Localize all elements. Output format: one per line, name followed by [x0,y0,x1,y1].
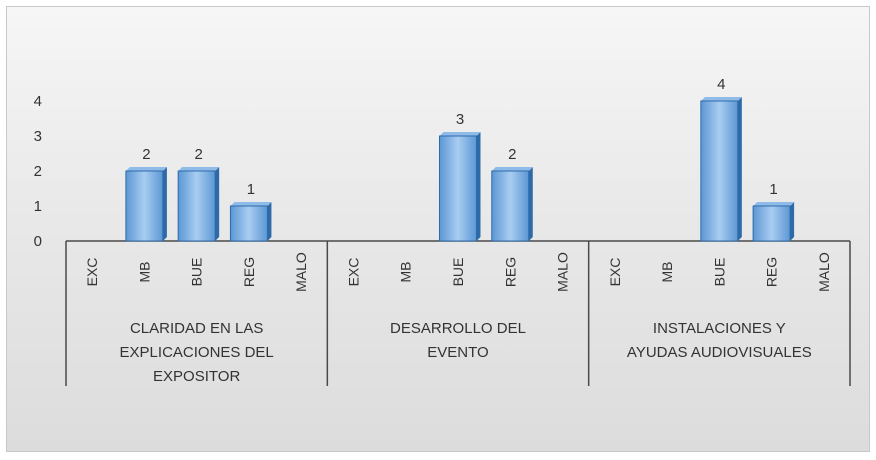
bar [125,170,164,242]
bar [439,135,477,242]
data-label: 1 [247,181,255,198]
x-tick-label: REG [764,257,780,287]
x-tick-label: EXC [345,258,361,287]
x-tick-label: REG [502,257,518,287]
group-label: EXPLICACIONES DEL [120,344,274,361]
x-tick-label: MALO [816,252,832,292]
x-tick-label: BUE [711,258,727,287]
group-label: EVENTO [427,344,488,361]
x-tick-label: MALO [555,252,571,292]
y-tick-label: 3 [34,128,42,145]
bar-side [267,202,272,241]
y-tick-label: 4 [34,93,42,110]
bar [491,170,530,242]
bar-top [230,202,272,206]
data-label: 2 [194,146,202,163]
bar [177,170,216,242]
group-label: EXPOSITOR [153,368,240,385]
bar-side [737,97,742,241]
y-tick-label: 0 [34,233,42,250]
x-tick-label: MALO [293,252,309,292]
group-label: DESARROLLO DEL [390,320,526,337]
bar-top [753,202,795,206]
data-label: 1 [769,181,777,198]
bar [700,100,739,242]
bar [752,205,791,242]
y-tick-label: 1 [34,198,42,215]
x-tick-label: MB [659,262,675,283]
bar [229,205,268,242]
bar-top [700,97,742,101]
y-tick-label: 2 [34,163,42,180]
group-label: AYUDAS AUDIOVISUALES [627,344,812,361]
bar-side [215,167,220,241]
bar-side [528,167,533,241]
group-label: CLARIDAD EN LAS [130,320,263,337]
bar-side [476,132,481,241]
data-label: 2 [142,146,150,163]
x-tick-label: BUE [450,258,466,287]
bar-top [125,167,167,171]
data-label: 3 [456,111,464,128]
group-label: INSTALACIONES Y [653,320,786,337]
x-tick-label: MB [398,262,414,283]
x-tick-label: BUE [189,258,205,287]
data-label: 2 [508,146,516,163]
bar-side [162,167,167,241]
bar-side [790,202,795,241]
x-tick-label: MB [136,262,152,283]
x-tick-label: EXC [607,258,623,287]
data-label: 4 [717,76,725,93]
x-tick-label: REG [241,257,257,287]
x-tick-label: EXC [84,258,100,287]
bar-top [178,167,220,171]
bar-top [439,132,481,136]
bar-top [491,167,533,171]
